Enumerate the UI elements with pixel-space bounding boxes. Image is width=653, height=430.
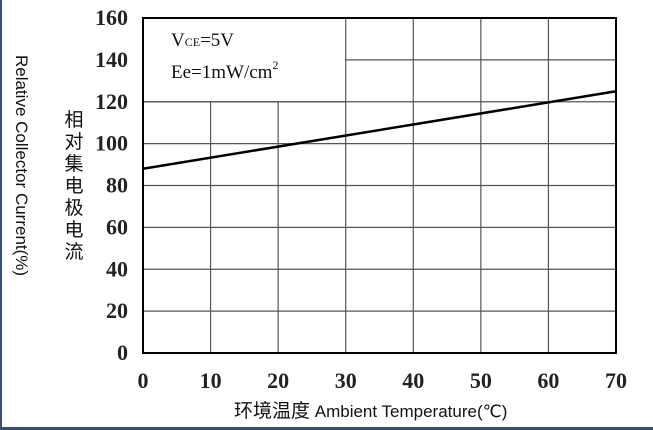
y-tick-label: 80 (106, 173, 128, 198)
y-tick-labels: 0 20 40 60 80 100 120 140 160 (95, 5, 128, 365)
gridlines (143, 18, 616, 353)
x-tick-label: 70 (605, 368, 627, 393)
annotation-vce: VCE=5V (171, 30, 234, 51)
x-tick-label: 10 (200, 368, 222, 393)
x-tick-label: 50 (470, 368, 492, 393)
y-tick-label: 120 (95, 89, 128, 114)
x-tick-label: 40 (402, 368, 424, 393)
y-tick-label: 160 (95, 5, 128, 30)
y-tick-label: 60 (106, 214, 128, 239)
y-axis-label-en: Relative Collector Current(%) (12, 55, 31, 276)
y-axis-label-zh-char: 电 (64, 175, 83, 197)
y-axis-label-zh-char: 极 (64, 197, 83, 219)
series-line (142, 90, 617, 170)
y-tick-label: 140 (95, 47, 128, 72)
y-tick-label: 20 (106, 298, 128, 323)
y-axis-label-zh-char: 电 (64, 219, 83, 241)
x-tick-label: 60 (537, 368, 559, 393)
y-axis-label-zh-char: 相 (64, 109, 83, 131)
x-axis-label: 环境温度 Ambient Temperature(℃) (234, 400, 507, 422)
y-tick-label: 0 (117, 340, 128, 365)
x-tick-labels: 0 10 20 30 40 50 60 70 (138, 368, 628, 393)
series-lines (142, 90, 617, 170)
x-tick-label: 20 (267, 368, 289, 393)
y-tick-label: 100 (95, 131, 128, 156)
y-axis-label-zh-char: 流 (64, 241, 83, 263)
x-tick-label: 30 (335, 368, 357, 393)
x-tick-label: 0 (138, 368, 149, 393)
y-axis-label-zh-char: 集 (64, 153, 83, 175)
y-tick-label: 40 (106, 256, 128, 281)
annotation-ee: Ee=1mW/cm2 (171, 58, 278, 83)
y-axis-label-zh-char: 对 (64, 131, 83, 153)
plot-area (142, 17, 617, 354)
